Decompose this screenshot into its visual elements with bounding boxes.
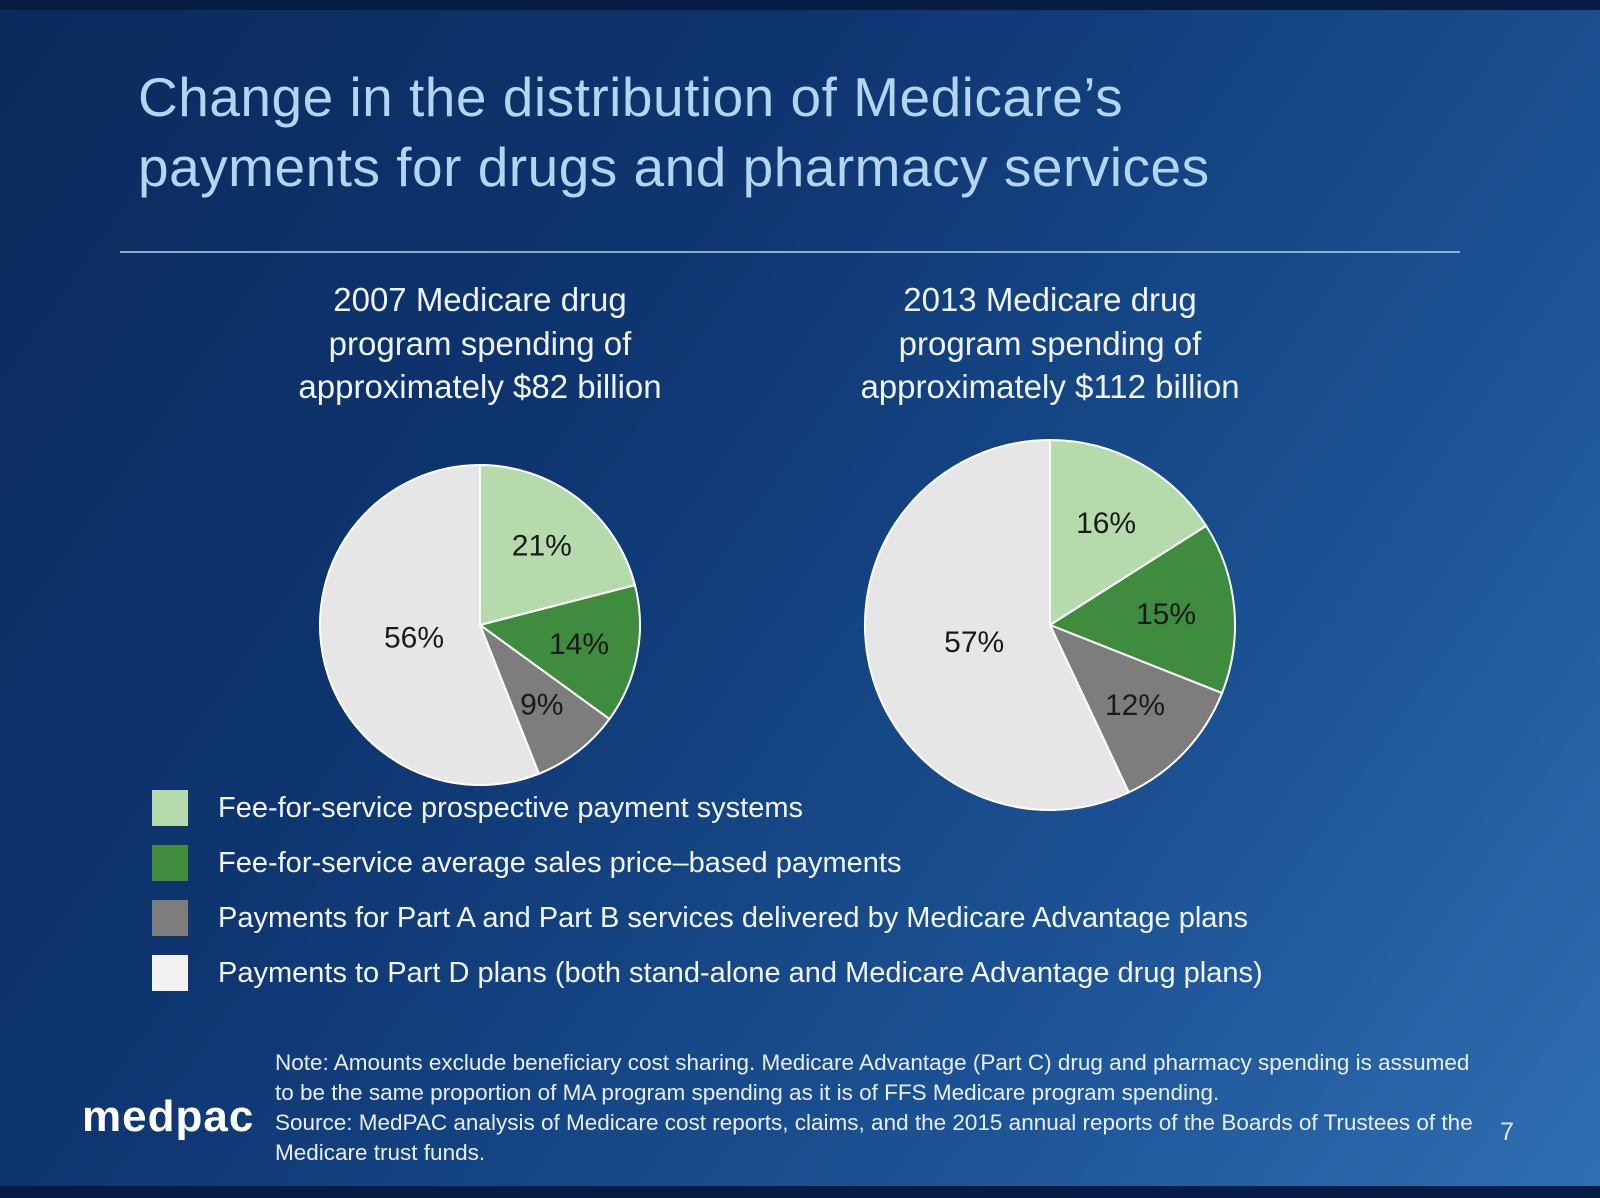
legend-swatch-dark-green <box>152 845 188 881</box>
chart-header-2013-line2: program spending of <box>898 324 1202 362</box>
pie-slice-label: 14% <box>549 628 609 661</box>
pie-slice <box>1047 524 1236 695</box>
page-number: 7 <box>1500 1118 1514 1146</box>
source-text: Source: MedPAC analysis of Medicare cost… <box>275 1110 1473 1166</box>
slide-title-line2: payments for drugs and pharmacy services <box>138 136 1210 199</box>
legend-swatch-white <box>152 955 188 991</box>
slide-title: Change in the distribution of Medicare’s… <box>138 62 1468 203</box>
pie-slice-label: 15% <box>1136 598 1196 631</box>
chart-header-2013-line3: approximately $112 billion <box>860 368 1240 406</box>
pie-slice-label: 57% <box>944 626 1004 659</box>
footer-notes: Note: Amounts exclude beneficiary cost s… <box>275 1048 1475 1169</box>
chart-legend: Fee-for-service prospective payment syst… <box>152 790 1263 1010</box>
pie-slice <box>1048 623 1224 794</box>
chart-header-2007-line3: approximately $82 billion <box>298 368 662 406</box>
pie-slice-label: 56% <box>384 622 444 655</box>
medpac-logo: medpac <box>82 1092 255 1141</box>
legend-label: Payments to Part D plans (both stand-alo… <box>218 956 1263 989</box>
chart-header-2007-line2: program spending of <box>328 324 632 362</box>
pie-slice <box>318 463 541 786</box>
pie-slice <box>477 583 641 721</box>
legend-swatch-light-green <box>152 790 188 826</box>
legend-item-ffs-pps: Fee-for-service prospective payment syst… <box>152 790 1263 826</box>
chart-header-2007-line1: 2007 Medicare drug <box>333 281 627 318</box>
title-divider <box>120 251 1460 253</box>
pie-slice <box>479 463 637 627</box>
top-edge-bar <box>0 0 1600 10</box>
pie-chart-2007: 21% 14% 9% 56% <box>318 463 641 786</box>
pie-slice-label: 21% <box>512 529 572 562</box>
chart-header-2007: 2007 Medicare drug program spending of a… <box>230 278 730 409</box>
legend-item-ma-parts-ab: Payments for Part A and Part B services … <box>152 900 1263 936</box>
legend-label: Payments for Part A and Part B services … <box>218 901 1249 934</box>
pie-slice <box>477 622 611 776</box>
chart-header-2013: 2013 Medicare drug program spending of a… <box>780 278 1320 409</box>
legend-swatch-gray <box>152 900 188 936</box>
legend-item-part-d: Payments to Part D plans (both stand-alo… <box>152 955 1263 991</box>
pie-slice <box>863 438 1131 811</box>
pie-slice <box>1049 438 1208 627</box>
pie-slice-label: 16% <box>1076 507 1136 540</box>
pie-chart-2013: 16% 15% 12% 57% <box>863 438 1236 811</box>
slide-title-line1: Change in the distribution of Medicare’s <box>138 66 1124 128</box>
legend-label: Fee-for-service prospective payment syst… <box>218 791 804 824</box>
pie-slice-label: 9% <box>520 689 563 722</box>
legend-label: Fee-for-service average sales price–base… <box>218 846 902 879</box>
legend-item-ffs-asp: Fee-for-service average sales price–base… <box>152 845 1263 881</box>
chart-header-2013-line1: 2013 Medicare drug <box>903 281 1197 318</box>
pie-slice-label: 12% <box>1105 689 1165 722</box>
bottom-edge-bar <box>0 1186 1600 1198</box>
note-text: Note: Amounts exclude beneficiary cost s… <box>275 1050 1470 1106</box>
